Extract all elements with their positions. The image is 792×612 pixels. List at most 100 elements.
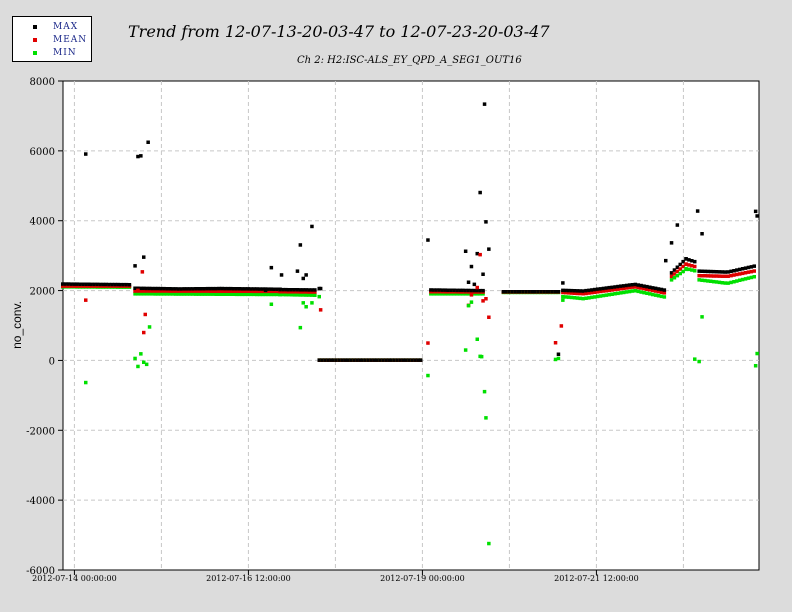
point-max xyxy=(275,287,279,291)
point-max xyxy=(516,290,520,294)
point-min xyxy=(173,292,178,296)
point-mean xyxy=(622,286,626,291)
point-mean xyxy=(301,290,305,294)
point-min xyxy=(729,280,733,285)
point-min xyxy=(578,296,582,301)
point-max xyxy=(81,282,85,286)
point-max xyxy=(616,284,620,289)
point-max xyxy=(66,282,71,286)
point-mean xyxy=(732,273,736,277)
point-min xyxy=(432,292,436,296)
point-max xyxy=(136,286,140,290)
point-min xyxy=(717,280,722,285)
point-min xyxy=(642,290,646,295)
point-mean xyxy=(226,289,230,293)
point-mean xyxy=(729,273,733,278)
point-min xyxy=(466,292,471,296)
point-mean xyxy=(214,289,218,293)
point-max xyxy=(478,288,482,293)
point-mean xyxy=(156,289,160,293)
point-max xyxy=(566,288,571,293)
point-mean xyxy=(211,289,216,293)
point-min xyxy=(284,292,288,297)
point-max xyxy=(653,286,658,291)
point-max xyxy=(524,290,529,294)
point-mean xyxy=(272,289,276,294)
point-max xyxy=(469,264,474,269)
point-max xyxy=(432,288,436,292)
point-max xyxy=(749,265,754,269)
point-max xyxy=(714,270,719,274)
point-max xyxy=(729,269,733,274)
point-max xyxy=(743,266,748,270)
point-min xyxy=(156,292,160,296)
point-mean xyxy=(200,289,204,293)
point-min xyxy=(200,292,204,296)
point-max xyxy=(194,287,198,291)
point-max xyxy=(150,286,155,291)
point-min xyxy=(484,416,488,420)
y-tick-label: -4000 xyxy=(26,496,55,507)
point-max xyxy=(426,238,430,242)
point-min xyxy=(455,292,459,296)
point-max xyxy=(475,251,479,256)
point-mean xyxy=(653,289,658,293)
point-min xyxy=(84,380,88,385)
y-tick-label: 0 xyxy=(49,356,55,367)
point-min xyxy=(133,292,137,296)
point-mean xyxy=(292,290,297,294)
point-max xyxy=(601,286,606,291)
point-max xyxy=(434,288,439,292)
point-max xyxy=(542,290,546,294)
point-mean xyxy=(63,284,68,288)
point-min xyxy=(613,292,617,296)
point-mean xyxy=(133,289,137,293)
point-max xyxy=(645,284,649,289)
point-max xyxy=(472,282,477,287)
point-min xyxy=(139,352,143,356)
point-max xyxy=(332,358,336,362)
point-min xyxy=(561,294,565,299)
data-points xyxy=(61,102,759,546)
point-mean xyxy=(142,330,146,335)
point-mean xyxy=(659,290,664,294)
point-mean xyxy=(720,274,725,278)
point-min xyxy=(738,278,742,282)
point-max xyxy=(711,269,716,274)
point-mean xyxy=(173,289,178,293)
point-mean xyxy=(700,274,704,278)
point-max xyxy=(482,102,487,106)
point-max xyxy=(116,282,120,287)
point-min xyxy=(630,289,635,293)
point-max xyxy=(133,264,137,268)
point-mean xyxy=(318,308,323,312)
legend: MAX MEAN MIN xyxy=(12,16,92,62)
point-max xyxy=(387,358,391,362)
point-max xyxy=(139,154,143,158)
point-max xyxy=(519,290,523,294)
point-max xyxy=(334,358,339,362)
point-min xyxy=(168,292,172,296)
point-min xyxy=(278,292,282,297)
point-max xyxy=(472,288,477,293)
point-mean xyxy=(176,289,181,293)
point-mean xyxy=(255,289,259,294)
point-mean xyxy=(229,289,233,293)
point-max xyxy=(208,286,213,291)
point-min xyxy=(593,295,597,299)
point-min xyxy=(458,292,462,296)
point-min xyxy=(223,292,227,296)
point-max xyxy=(561,288,565,293)
point-max xyxy=(317,358,321,362)
point-max xyxy=(284,287,288,292)
point-mean xyxy=(90,284,94,288)
point-max xyxy=(278,287,282,292)
point-min xyxy=(139,292,143,296)
point-max xyxy=(550,290,555,294)
point-mean xyxy=(144,289,149,293)
point-min xyxy=(697,278,701,282)
point-mean xyxy=(266,289,271,294)
point-min xyxy=(645,291,649,295)
point-mean xyxy=(202,289,207,293)
point-max xyxy=(675,223,680,227)
